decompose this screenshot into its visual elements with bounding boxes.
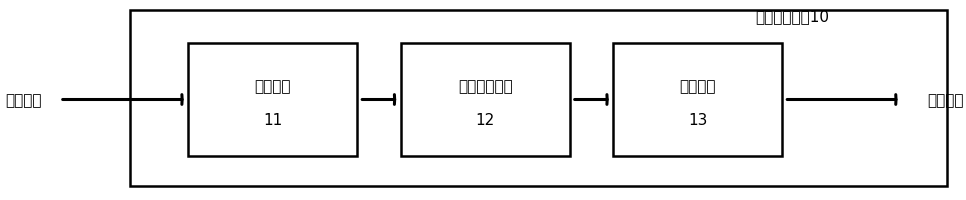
Bar [613,44,782,156]
Text: 13: 13 [688,113,708,127]
Text: 延时模块: 延时模块 [680,79,716,93]
Text: 12: 12 [476,113,495,127]
Text: 信号输入: 信号输入 [5,93,42,107]
Bar [401,44,570,156]
Text: 11: 11 [264,113,282,127]
Bar [130,11,947,186]
Text: 信号输出: 信号输出 [927,93,964,107]
Bar [188,44,357,156]
Text: 脉宽调整模块: 脉宽调整模块 [458,79,513,93]
Text: 整形模块: 整形模块 [255,79,291,93]
Text: 信号处理电路10: 信号处理电路10 [755,9,829,24]
